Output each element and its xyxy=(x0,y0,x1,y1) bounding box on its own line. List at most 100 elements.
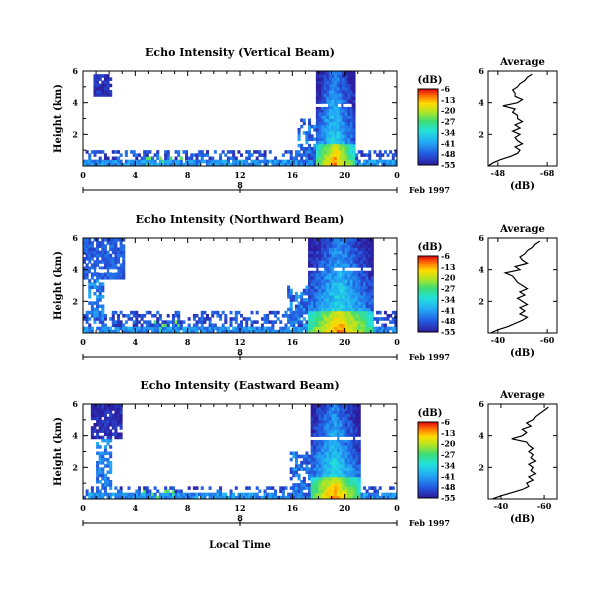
heatmap-cell xyxy=(321,304,325,309)
heatmap-cell xyxy=(315,301,319,305)
heatmap-cell xyxy=(300,301,304,305)
heatmap-cell xyxy=(328,244,332,248)
heatmap-cell xyxy=(323,263,327,267)
heatmap-cell xyxy=(357,247,361,252)
heatmap-cell xyxy=(310,480,314,484)
heatmap-cell xyxy=(339,153,343,157)
heatmap-cell xyxy=(258,495,262,500)
heatmap-cell xyxy=(153,329,157,334)
heatmap-cell xyxy=(357,257,361,261)
heatmap-cell xyxy=(347,162,351,167)
heatmap-cell xyxy=(347,495,351,500)
heatmap-cell xyxy=(360,269,364,274)
heatmap-cell xyxy=(342,410,346,414)
heatmap-cell xyxy=(274,162,278,167)
heatmap-cell xyxy=(328,445,332,449)
heatmap-cell xyxy=(357,288,361,293)
heatmap-cell xyxy=(143,326,147,331)
heatmap-cell xyxy=(328,162,332,167)
heatmap-cell xyxy=(98,291,102,296)
heatmap-cell xyxy=(344,301,348,305)
heatmap-cell xyxy=(187,492,191,497)
heatmap-cell xyxy=(190,153,194,157)
heatmap-cell xyxy=(318,464,322,468)
heatmap-cell xyxy=(334,109,338,113)
heatmap-cell xyxy=(352,429,356,433)
heatmap-cell xyxy=(370,282,374,286)
heatmap-cell xyxy=(315,320,319,324)
heatmap-cell xyxy=(153,495,157,500)
heatmap-cell xyxy=(370,238,374,242)
heatmap-cell xyxy=(313,451,317,456)
heatmap-cell xyxy=(323,112,327,116)
heatmap-cell xyxy=(315,140,319,145)
colorbar-swatch xyxy=(418,480,438,484)
heatmap-cell xyxy=(88,250,92,255)
average-line xyxy=(492,406,549,500)
heatmap-cell xyxy=(119,162,123,167)
heatmap-cell xyxy=(344,124,348,129)
heatmap-cell xyxy=(271,159,275,164)
heatmap-cell xyxy=(219,153,223,157)
heatmap-cell xyxy=(93,279,97,283)
colorbar: (dB)-6-13-20-27-34-41-48-55 xyxy=(417,408,456,503)
heatmap-cell xyxy=(331,118,335,123)
heatmap-cell xyxy=(321,269,325,274)
heatmap-cell xyxy=(331,134,335,138)
heatmap-cell xyxy=(318,247,322,252)
heatmap-cell xyxy=(101,429,105,433)
heatmap-cell xyxy=(135,323,139,328)
heatmap-cell xyxy=(119,253,123,258)
heatmap-cell xyxy=(302,480,306,484)
heatmap-cell xyxy=(355,323,359,328)
heatmap-cell xyxy=(245,329,249,334)
heatmap-cell xyxy=(349,298,353,302)
heatmap-cell xyxy=(114,257,118,261)
heatmap-cell xyxy=(114,426,118,430)
heatmap-cell xyxy=(355,426,359,430)
heatmap-cell xyxy=(234,159,238,164)
heatmap-cell xyxy=(339,96,343,100)
heatmap-cell xyxy=(88,323,92,328)
heatmap-cell xyxy=(260,159,264,164)
heatmap-cell xyxy=(323,134,327,138)
heatmap-cell xyxy=(334,413,338,418)
heatmap-cell xyxy=(336,257,340,261)
colorbar-tick-label: -48 xyxy=(441,482,456,492)
heatmap-cell xyxy=(318,295,322,299)
heatmap-cell xyxy=(171,486,175,490)
heatmap-cell xyxy=(93,238,97,242)
heatmap-cell xyxy=(336,310,340,315)
colorbar-tick-label: -27 xyxy=(441,284,455,294)
heatmap-cell xyxy=(203,495,207,500)
heatmap-cell xyxy=(305,470,309,475)
heatmap-cell xyxy=(349,90,353,94)
heatmap-cell xyxy=(339,71,343,75)
heatmap-cell xyxy=(378,486,382,490)
heatmap-cell xyxy=(93,285,97,290)
heatmap-cell xyxy=(347,74,351,78)
heatmap-cell xyxy=(294,326,298,331)
heatmap-cell xyxy=(315,438,319,443)
colorbar-tick-label: -41 xyxy=(441,138,455,148)
heatmap-cell xyxy=(352,253,356,258)
heatmap-cell xyxy=(90,416,94,421)
heatmap-cell xyxy=(103,77,107,81)
heatmap-cell xyxy=(245,317,249,321)
heatmap-cell xyxy=(315,419,319,424)
heatmap-cell xyxy=(321,320,325,324)
heatmap-cell xyxy=(370,266,374,271)
heatmap-cell xyxy=(117,492,121,497)
heatmap-cell xyxy=(344,128,348,132)
heatmap-cell xyxy=(315,291,319,296)
heatmap-cell xyxy=(321,285,325,290)
heatmap-cell xyxy=(347,121,351,126)
heatmap-cell xyxy=(391,320,395,324)
heatmap-cell xyxy=(357,244,361,248)
heatmap-cell xyxy=(106,329,110,334)
heatmap-cell xyxy=(198,159,202,164)
heatmap-cell xyxy=(305,153,309,157)
heatmap-cell xyxy=(352,419,356,424)
heatmap-cell xyxy=(156,156,160,161)
heatmap-cell xyxy=(336,307,340,312)
